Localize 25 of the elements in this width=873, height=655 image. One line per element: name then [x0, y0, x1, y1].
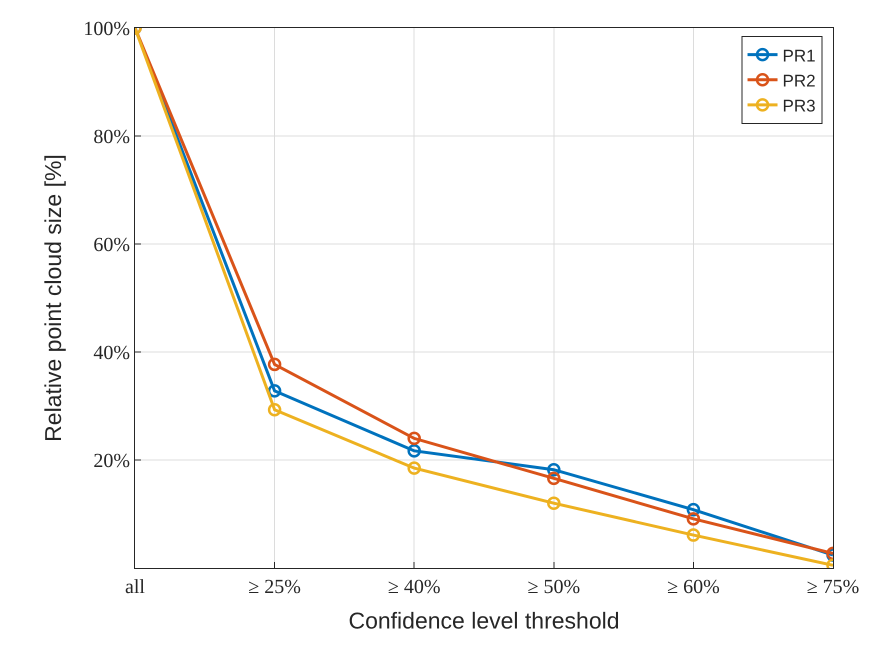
x-tick-label: ≥ 40% — [388, 576, 441, 598]
point — [686, 528, 700, 542]
y-tick-label: 100% — [83, 18, 130, 40]
x-axis-title: Confidence level threshold — [348, 608, 620, 634]
x-tick-label: all — [125, 576, 146, 598]
y-axis-title: Relative point cloud size [%] — [40, 154, 66, 442]
y-tick-label: 40% — [93, 342, 130, 364]
point — [268, 403, 282, 417]
legend-label: PR3 — [782, 96, 816, 116]
point — [407, 444, 421, 458]
legend-label: PR1 — [782, 46, 816, 66]
y-tick-label: 80% — [93, 126, 130, 148]
point — [686, 512, 700, 526]
point — [407, 461, 421, 475]
x-tick-label: ≥ 50% — [527, 576, 580, 598]
point — [547, 496, 561, 510]
x-tick-label: ≥ 60% — [667, 576, 720, 598]
x-tick-label: ≥ 75% — [806, 576, 860, 598]
point — [547, 472, 561, 486]
legend-label: PR2 — [782, 71, 816, 90]
y-tick-label: 20% — [93, 450, 130, 472]
x-tick-label: ≥ 25% — [248, 576, 301, 598]
point — [407, 432, 421, 446]
y-tick-label: 60% — [93, 234, 130, 256]
point — [268, 358, 282, 372]
